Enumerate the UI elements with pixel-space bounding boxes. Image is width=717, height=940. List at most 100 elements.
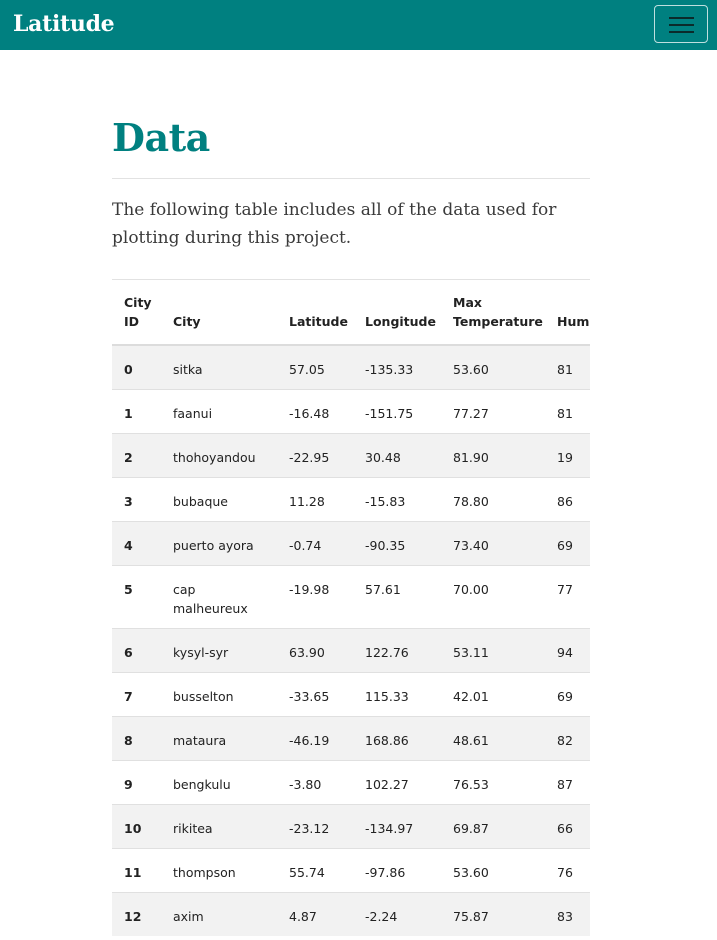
city-id-cell: 10: [112, 804, 161, 849]
table-cell: 168.86: [353, 716, 441, 761]
table-cell: -0.74: [277, 521, 353, 566]
city-id-cell: 9: [112, 760, 161, 805]
table-cell: 78.80: [441, 477, 545, 522]
data-table-scroll[interactable]: City ID City Latitude Longitude Max Temp…: [112, 280, 590, 940]
table-body: 0 sitka 57.05 -135.33 53.60 81 1 faanui -16.48 -1…: [112, 344, 590, 936]
table-cell: 69: [545, 521, 590, 566]
hamburger-menu-icon: [669, 31, 694, 33]
table-row: 3 bubaque 11.28 -15.83 78.80 86: [112, 477, 590, 522]
table-cell: rikitea: [161, 804, 277, 849]
table-cell: 122.76: [353, 628, 441, 673]
table-cell: faanui: [161, 389, 277, 434]
column-header-city: City: [161, 280, 277, 346]
city-id-cell: 8: [112, 716, 161, 761]
table-cell: busselton: [161, 672, 277, 717]
table-cell: 19: [545, 433, 590, 478]
table-cell: 57.61: [353, 565, 441, 629]
table-cell: 77.27: [441, 389, 545, 434]
city-id-cell: 5: [112, 565, 161, 629]
city-id-cell: 4: [112, 521, 161, 566]
table-cell: -23.12: [277, 804, 353, 849]
table-row: 5 cap malheureux -19.98 57.61 70.00 77: [112, 565, 590, 629]
menu-toggle-button[interactable]: [654, 5, 708, 43]
city-id-cell: 1: [112, 389, 161, 434]
table-cell: 81: [545, 344, 590, 390]
table-cell: -135.33: [353, 344, 441, 390]
table-row: 11 thompson 55.74 -97.86 53.60 76: [112, 848, 590, 893]
table-row: 7 busselton -33.65 115.33 42.01 69: [112, 672, 590, 717]
table-cell: thohoyandou: [161, 433, 277, 478]
city-id-cell: 0: [112, 344, 161, 390]
table-cell: 75.87: [441, 892, 545, 936]
table-cell: kysyl-syr: [161, 628, 277, 673]
table-cell: -90.35: [353, 521, 441, 566]
table-cell: 42.01: [441, 672, 545, 717]
table-cell: sitka: [161, 344, 277, 390]
table-cell: 53.60: [441, 344, 545, 390]
table-cell: bubaque: [161, 477, 277, 522]
table-cell: -19.98: [277, 565, 353, 629]
table-cell: 48.61: [441, 716, 545, 761]
table-cell: -2.24: [353, 892, 441, 936]
table-row: 2 thohoyandou -22.95 30.48 81.90 19: [112, 433, 590, 478]
column-header-city-id: City ID: [112, 280, 161, 346]
table-cell: puerto ayora: [161, 521, 277, 566]
data-table: City ID City Latitude Longitude Max Temp…: [112, 280, 590, 936]
table-cell: bengkulu: [161, 760, 277, 805]
city-id-cell: 2: [112, 433, 161, 478]
table-cell: -22.95: [277, 433, 353, 478]
table-row: 0 sitka 57.05 -135.33 53.60 81: [112, 344, 590, 390]
table-cell: 53.60: [441, 848, 545, 893]
table-cell: 11.28: [277, 477, 353, 522]
table-cell: cap malheureux: [161, 565, 277, 629]
table-cell: 115.33: [353, 672, 441, 717]
city-id-cell: 12: [112, 892, 161, 936]
table-cell: -3.80: [277, 760, 353, 805]
column-header-longitude: Longitude: [353, 280, 441, 346]
table-cell: axim: [161, 892, 277, 936]
table-cell: 81.90: [441, 433, 545, 478]
table-row: 1 faanui -16.48 -151.75 77.27 81: [112, 389, 590, 434]
table-cell: 66: [545, 804, 590, 849]
table-cell: 102.27: [353, 760, 441, 805]
table-cell: 69.87: [441, 804, 545, 849]
city-id-cell: 6: [112, 628, 161, 673]
brand-link[interactable]: Latitude: [13, 11, 115, 37]
table-cell: 30.48: [353, 433, 441, 478]
table-cell: 63.90: [277, 628, 353, 673]
table-cell: 77: [545, 565, 590, 629]
table-cell: 82: [545, 716, 590, 761]
table-cell: 76: [545, 848, 590, 893]
page-title: Data: [112, 115, 210, 160]
table-row: 12 axim 4.87 -2.24 75.87 83: [112, 892, 590, 936]
table-cell: 4.87: [277, 892, 353, 936]
table-cell: 94: [545, 628, 590, 673]
hamburger-menu-icon: [669, 24, 694, 26]
title-divider: [112, 178, 590, 179]
table-row: 10 rikitea -23.12 -134.97 69.87 66: [112, 804, 590, 849]
city-id-cell: 7: [112, 672, 161, 717]
table-cell: -97.86: [353, 848, 441, 893]
navbar: Latitude: [0, 0, 717, 50]
table-cell: 57.05: [277, 344, 353, 390]
table-cell: 86: [545, 477, 590, 522]
table-cell: 70.00: [441, 565, 545, 629]
table-row: 8 mataura -46.19 168.86 48.61 82: [112, 716, 590, 761]
intro-divider: [112, 279, 590, 280]
table-cell: 73.40: [441, 521, 545, 566]
table-row: 6 kysyl-syr 63.90 122.76 53.11 94: [112, 628, 590, 673]
table-cell: 81: [545, 389, 590, 434]
table-cell: -151.75: [353, 389, 441, 434]
column-header-latitude: Latitude: [277, 280, 353, 346]
table-row: 4 puerto ayora -0.74 -90.35 73.40 69: [112, 521, 590, 566]
table-header-row: City ID City Latitude Longitude Max Temp…: [112, 280, 590, 346]
table-cell: 53.11: [441, 628, 545, 673]
table-cell: -134.97: [353, 804, 441, 849]
table-cell: 76.53: [441, 760, 545, 805]
table-cell: -15.83: [353, 477, 441, 522]
column-header-max-temperature: Max Temperature: [441, 280, 545, 346]
table-cell: -46.19: [277, 716, 353, 761]
table-cell: 87: [545, 760, 590, 805]
table-cell: -33.65: [277, 672, 353, 717]
table-cell: 83: [545, 892, 590, 936]
